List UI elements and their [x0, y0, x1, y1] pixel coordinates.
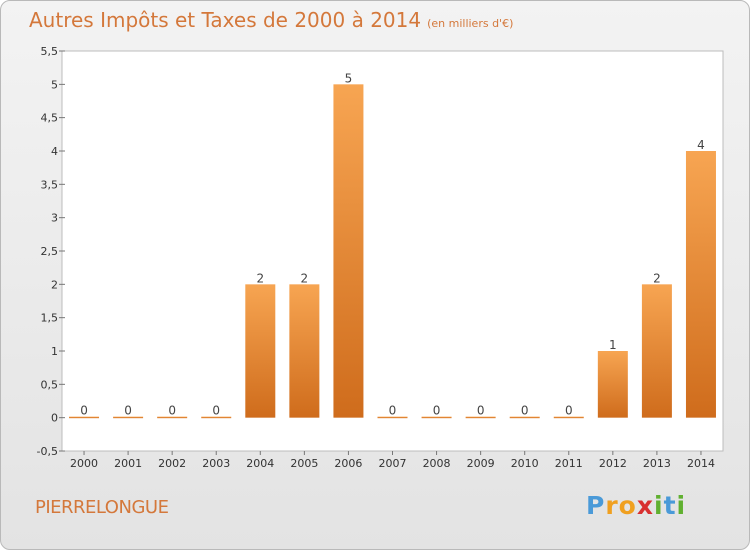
logo-letter: x — [636, 491, 654, 520]
bar-value-label: 2 — [256, 271, 264, 285]
y-tick-label: 0,5 — [41, 378, 59, 391]
bar — [289, 284, 320, 418]
logo-letter: o — [618, 491, 637, 520]
x-tick-label: 2000 — [70, 457, 98, 470]
bars-group: 0 0 0 0 2 2 5 0 0 0 0 0 1 2 4 — [69, 71, 716, 419]
bar — [157, 416, 188, 419]
x-tick-label: 2008 — [423, 457, 451, 470]
bar-value-label: 5 — [345, 71, 353, 85]
chart-subtitle: (en milliers d'€) — [427, 17, 514, 30]
y-tick-label: 2 — [51, 278, 58, 291]
bar-value-label: 0 — [389, 404, 397, 418]
x-tick-label: 2012 — [599, 457, 627, 470]
bar-value-label: 0 — [565, 404, 573, 418]
logo-letter: i — [654, 491, 664, 520]
bar — [245, 284, 276, 418]
bar — [553, 416, 584, 419]
y-tick-label: 4 — [51, 145, 58, 158]
bar-value-label: 4 — [697, 138, 705, 152]
x-tick-label: 2001 — [114, 457, 142, 470]
x-tick-label: 2014 — [687, 457, 715, 470]
x-axis: 2000 2001 2002 2003 2004 2005 2006 2007 2008 2009… — [70, 451, 715, 470]
bar — [201, 416, 232, 419]
y-tick-label: 5 — [51, 78, 58, 91]
chart-title: Autres Impôts et Taxes de 2000 à 2014 — [29, 8, 422, 32]
bar-value-label: 0 — [168, 404, 176, 418]
bar-value-label: 2 — [653, 271, 661, 285]
bar-value-label: 0 — [80, 404, 88, 418]
x-tick-label: 2007 — [379, 457, 407, 470]
proxiti-logo: Proxiti — [586, 491, 686, 520]
y-tick-label: 2,5 — [41, 245, 59, 258]
x-tick-label: 2006 — [334, 457, 362, 470]
bar-value-label: 0 — [477, 404, 485, 418]
bar-value-label: 1 — [609, 338, 617, 352]
bar-value-label: 0 — [521, 404, 529, 418]
x-tick-label: 2002 — [158, 457, 186, 470]
bar — [509, 416, 540, 419]
x-tick-label: 2011 — [555, 457, 583, 470]
bar-value-label: 0 — [124, 404, 132, 418]
x-tick-label: 2004 — [246, 457, 274, 470]
bar-value-label: 0 — [212, 404, 220, 418]
chart-header: Autres Impôts et Taxes de 2000 à 2014 (en… — [29, 8, 513, 32]
y-tick-label: -0,5 — [37, 445, 58, 458]
logo-letter: t — [663, 491, 677, 520]
y-axis: -0,5 0 0,5 1 1,5 2 2,5 3 3,5 4 4,5 5 5,5 — [37, 45, 65, 458]
bar — [69, 416, 100, 419]
x-tick-label: 2010 — [511, 457, 539, 470]
bar — [465, 416, 496, 419]
bar — [641, 284, 672, 418]
bar-value-label: 0 — [433, 404, 441, 418]
y-tick-label: 5,5 — [41, 45, 59, 58]
bar — [113, 416, 144, 419]
x-tick-label: 2005 — [290, 457, 318, 470]
bar — [333, 84, 364, 418]
logo-letter: P — [586, 491, 606, 520]
bar — [597, 351, 628, 418]
x-tick-label: 2013 — [643, 457, 671, 470]
y-tick-label: 0 — [51, 412, 58, 425]
y-tick-label: 4,5 — [41, 112, 59, 125]
y-tick-label: 3 — [51, 212, 58, 225]
bar — [377, 416, 408, 419]
logo-letter: i — [676, 491, 687, 520]
bar-value-label: 2 — [301, 271, 309, 285]
y-tick-label: 3,5 — [41, 178, 59, 191]
x-tick-label: 2009 — [467, 457, 495, 470]
commune-name: PIERRELONGUE — [35, 497, 169, 518]
y-tick-label: 1 — [51, 345, 58, 358]
bar — [421, 416, 452, 419]
y-tick-label: 1,5 — [41, 312, 59, 325]
bar — [685, 151, 716, 418]
x-tick-label: 2003 — [202, 457, 230, 470]
logo-letter: r — [605, 491, 619, 520]
